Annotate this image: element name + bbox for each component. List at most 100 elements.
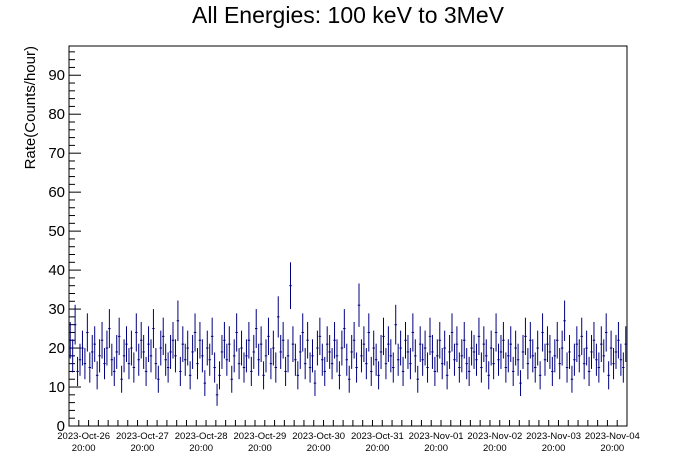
data-point bbox=[181, 326, 185, 363]
data-point bbox=[308, 352, 312, 383]
data-point bbox=[502, 321, 505, 359]
data-point bbox=[218, 361, 221, 390]
data-point bbox=[303, 348, 307, 380]
data-point bbox=[519, 370, 522, 397]
data-point bbox=[228, 326, 231, 363]
data-point bbox=[215, 383, 219, 406]
data-point bbox=[472, 334, 476, 369]
data-point bbox=[325, 326, 329, 363]
data-point bbox=[193, 313, 197, 352]
data-point bbox=[492, 348, 495, 380]
data-point bbox=[604, 313, 608, 352]
data-point bbox=[277, 296, 280, 338]
data-point bbox=[230, 365, 233, 393]
data-point bbox=[399, 330, 402, 366]
data-point bbox=[406, 334, 410, 369]
data-point bbox=[516, 343, 520, 376]
y-tick-label: 70 bbox=[48, 145, 65, 162]
data-point bbox=[409, 348, 412, 380]
data-point bbox=[220, 334, 224, 369]
data-point bbox=[480, 352, 483, 383]
x-tick-label-time: 20:00 bbox=[189, 443, 213, 454]
x-tick-label-date: 2023-Nov-02 bbox=[467, 431, 522, 442]
data-point bbox=[179, 356, 182, 387]
data-point bbox=[291, 326, 295, 363]
data-point bbox=[301, 313, 304, 352]
data-point bbox=[318, 317, 322, 356]
data-point bbox=[350, 334, 353, 369]
plot-frame bbox=[68, 45, 628, 427]
data-point bbox=[441, 348, 444, 380]
data-point bbox=[330, 348, 334, 380]
data-point bbox=[188, 361, 192, 390]
data-point bbox=[164, 343, 167, 376]
data-point bbox=[71, 339, 74, 373]
data-point bbox=[460, 339, 464, 373]
data-point bbox=[553, 339, 557, 373]
data-point bbox=[242, 352, 246, 383]
data-point bbox=[597, 352, 601, 383]
data-point bbox=[612, 348, 615, 380]
data-point bbox=[345, 343, 348, 376]
data-point bbox=[171, 321, 175, 359]
data-point bbox=[267, 317, 270, 356]
data-point bbox=[316, 330, 319, 366]
data-point bbox=[328, 334, 331, 369]
data-point bbox=[585, 330, 588, 366]
data-point bbox=[132, 352, 136, 383]
data-point bbox=[198, 321, 202, 359]
data-point bbox=[428, 317, 432, 356]
x-tick-label-time: 20:00 bbox=[365, 443, 389, 454]
data-point bbox=[377, 361, 380, 390]
data-point bbox=[423, 330, 427, 366]
data-point bbox=[348, 365, 351, 393]
x-tick-label-time: 20:00 bbox=[72, 443, 96, 454]
data-point bbox=[578, 339, 581, 373]
data-point bbox=[166, 352, 170, 383]
data-point bbox=[306, 321, 309, 359]
data-point bbox=[538, 361, 542, 390]
data-point bbox=[372, 330, 375, 366]
x-tick-label-time: 20:00 bbox=[248, 443, 272, 454]
data-point bbox=[269, 348, 273, 380]
data-point bbox=[463, 321, 466, 359]
data-point bbox=[587, 356, 591, 387]
data-point bbox=[108, 309, 111, 349]
data-point bbox=[609, 330, 613, 366]
y-tick-label: 80 bbox=[48, 106, 65, 123]
data-point bbox=[154, 348, 158, 380]
data-point bbox=[418, 326, 422, 363]
data-point bbox=[482, 326, 486, 363]
y-tick-label: 40 bbox=[48, 262, 65, 279]
data-point bbox=[206, 330, 209, 366]
x-tick-label-time: 20:00 bbox=[483, 443, 507, 454]
data-point bbox=[274, 352, 278, 383]
data-point bbox=[529, 321, 532, 359]
data-point bbox=[157, 365, 160, 393]
y-tick-label: 50 bbox=[48, 223, 65, 240]
data-point bbox=[394, 304, 397, 345]
data-point bbox=[499, 334, 503, 369]
x-tick-label-date: 2023-Oct-29 bbox=[233, 431, 286, 442]
x-tick-label-date: 2023-Nov-01 bbox=[409, 431, 464, 442]
data-point bbox=[624, 326, 627, 363]
data-point bbox=[149, 339, 153, 373]
data-point bbox=[203, 370, 207, 397]
x-axis: 2023-Oct-2620:002023-Oct-2720:002023-Oct… bbox=[57, 420, 640, 454]
data-point bbox=[617, 321, 620, 359]
data-point bbox=[321, 343, 324, 376]
data-point bbox=[475, 343, 478, 376]
data-point bbox=[255, 309, 258, 349]
data-point bbox=[536, 330, 539, 366]
data-point bbox=[264, 339, 268, 373]
data-point bbox=[622, 352, 625, 383]
data-point bbox=[600, 326, 603, 363]
data-point bbox=[370, 356, 373, 387]
data-point bbox=[257, 343, 260, 376]
data-point bbox=[147, 326, 150, 363]
data-point bbox=[558, 348, 561, 380]
data-point bbox=[365, 348, 368, 380]
data-point bbox=[272, 330, 275, 366]
data-point bbox=[524, 317, 527, 356]
